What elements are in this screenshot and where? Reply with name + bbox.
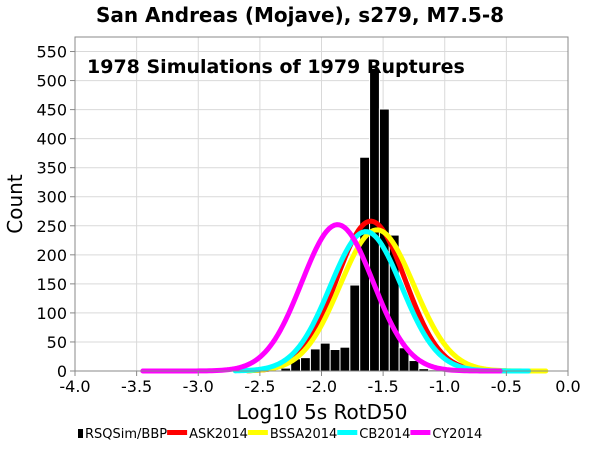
histogram-bar — [309, 348, 321, 372]
y-tick-label: 100 — [36, 304, 67, 323]
x-axis-label: Log10 5s RotD50 — [237, 400, 408, 424]
y-axis-label: Count — [3, 174, 27, 234]
y-tick-label: 350 — [36, 159, 67, 178]
x-tick-label: -0.5 — [491, 377, 522, 396]
legend-label: RSQSim/BBP — [85, 427, 167, 442]
x-tick-label: -3.0 — [183, 377, 214, 396]
x-tick-label: -2.0 — [306, 377, 337, 396]
y-tick-label: 300 — [36, 188, 67, 207]
legend-swatch — [167, 430, 188, 435]
legend-swatch — [337, 430, 358, 435]
x-tick-label: -3.5 — [121, 377, 152, 396]
legend: RSQSim/BBP ASK2014 BSSA2014 CB2014 CY2014 — [78, 427, 482, 442]
histogram-bar — [300, 357, 311, 372]
x-tick-label: -1.0 — [429, 377, 460, 396]
y-tick-label: 450 — [36, 101, 67, 120]
y-tick-label: 250 — [36, 217, 67, 236]
legend-label: CB2014 — [359, 427, 410, 442]
legend-swatch — [247, 430, 268, 435]
x-tick-label: -1.5 — [368, 377, 399, 396]
axes: -4.0 -3.5 -3.0 -2.5 -2.0 -1.5 -1.0 -0.5 0.0 0 50 10… — [36, 43, 580, 396]
y-tick-label: 50 — [47, 333, 67, 352]
y-tick-label: 150 — [36, 275, 67, 294]
legend-label: ASK2014 — [189, 427, 248, 442]
legend-swatch — [410, 430, 431, 435]
legend-label: BSSA2014 — [270, 427, 337, 442]
y-tick-label: 500 — [36, 72, 67, 91]
x-tick-label: -4.0 — [59, 377, 90, 396]
histogram-bar — [408, 360, 420, 372]
legend-label: CY2014 — [432, 427, 482, 442]
histogram-bar — [329, 349, 341, 372]
histogram-bar — [319, 342, 331, 372]
x-tick-label: 0.0 — [555, 377, 580, 396]
y-tick-label: 200 — [36, 246, 67, 265]
chart-annotation: 1978 Simulations of 1979 Ruptures — [87, 56, 465, 78]
y-tick-label: 400 — [36, 130, 67, 149]
y-tick-label: 550 — [36, 43, 67, 62]
histogram-bar — [349, 284, 361, 372]
y-tick-label: 0 — [57, 362, 67, 381]
legend-swatch — [78, 429, 83, 438]
histogram-bar — [339, 346, 351, 372]
chart-title: San Andreas (Mojave), s279, M7.5-8 — [96, 3, 504, 27]
x-tick-label: -2.5 — [244, 377, 275, 396]
